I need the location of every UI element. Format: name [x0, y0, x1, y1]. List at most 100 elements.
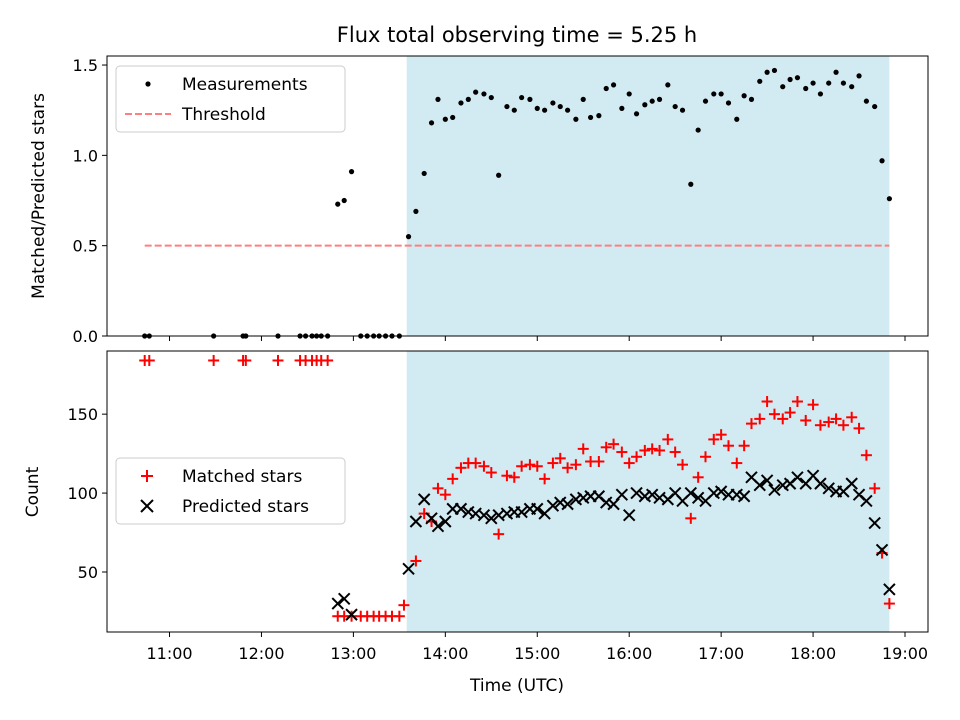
matched-star-point	[577, 443, 589, 455]
matched-star-point	[562, 462, 574, 474]
measurement-point	[504, 103, 510, 110]
predicted-star-point	[337, 592, 351, 606]
predicted-star-point	[477, 508, 491, 522]
matched-star-point	[398, 599, 410, 611]
matched-star-point	[432, 482, 444, 494]
matched-star-point	[768, 408, 780, 420]
measurement-point	[734, 116, 740, 122]
predicted-star-point	[753, 478, 766, 492]
measurement-point	[519, 94, 525, 101]
measurement-point	[672, 103, 678, 110]
count-x-ticks: 11:00 12:00 13:00 14:00 15:00 16:00 17:00 18:00…	[146, 632, 928, 663]
matched-star-point	[608, 438, 620, 450]
measurement-point	[688, 181, 694, 187]
measurement-point	[596, 113, 602, 119]
matched-star-point	[623, 457, 635, 469]
measurement-point	[442, 116, 448, 122]
predicted-star-point	[409, 515, 423, 528]
measurement-point	[780, 84, 786, 90]
predicted-star-point	[431, 520, 445, 533]
x-tick-label: 19:00	[882, 644, 928, 663]
ratio-y-ticks: 0.0 0.5 1.0 1.5	[73, 56, 107, 346]
matched-star-point	[554, 452, 566, 464]
measurement-point	[465, 96, 471, 102]
predicted-star-point	[714, 485, 728, 498]
measurement-point	[421, 170, 427, 177]
measurement-point	[496, 172, 502, 178]
measurement-point	[557, 103, 563, 110]
observing-window-shade	[406, 56, 890, 336]
y-tick-label: 50	[78, 563, 98, 582]
matched-star-point	[869, 482, 881, 494]
matched-star-point	[754, 413, 766, 425]
measurement-point	[679, 107, 686, 113]
predicted-star-point	[402, 562, 415, 576]
predicted-star-point	[707, 486, 720, 500]
measurement-point	[764, 69, 770, 75]
matched-star-point	[846, 411, 858, 423]
measurement-point	[826, 80, 832, 86]
predicted-star-point	[875, 543, 889, 557]
predicted-star-point	[768, 483, 781, 497]
measurement-point	[587, 114, 594, 121]
count-y-axis-label: Count	[23, 466, 43, 517]
measurement-point	[435, 96, 441, 102]
predicted-star-point	[691, 491, 705, 505]
predicted-star-point	[737, 490, 751, 503]
count-y-ticks: 50 100 150	[67, 405, 107, 582]
measurement-point	[656, 96, 663, 102]
legend-matched-marker	[141, 470, 153, 482]
matched-star-point	[570, 459, 582, 471]
matched-star-point	[600, 441, 612, 453]
ratio-legend: Measurements Threshold	[115, 65, 346, 133]
measurement-point	[413, 208, 419, 214]
measurement-point	[450, 114, 456, 121]
predicted-star-point	[814, 477, 827, 490]
count-marks	[139, 354, 896, 622]
matched-star-point	[791, 396, 803, 408]
x-axis-label: Time (UTC)	[469, 676, 564, 696]
measurement-point	[702, 98, 709, 104]
measurement-point	[849, 84, 855, 90]
matched-star-point	[639, 444, 651, 456]
predicted-star-point	[615, 488, 629, 501]
predicted-star-point	[868, 516, 881, 530]
predicted-star-point	[515, 505, 528, 519]
matched-star-point	[508, 471, 520, 483]
measurement-point	[833, 69, 839, 75]
matched-star-point	[531, 460, 543, 472]
measurement-point	[817, 91, 824, 97]
measurement-point	[610, 82, 617, 88]
measurement-point	[405, 234, 412, 240]
x-tick-label: 14:00	[422, 644, 468, 663]
measurement-point	[527, 96, 533, 102]
measurement-point	[711, 91, 717, 97]
measurement-point	[741, 93, 747, 99]
y-tick-label: 1.0	[73, 146, 98, 165]
predicted-star-point	[600, 496, 613, 509]
measurement-point	[573, 116, 579, 122]
matched-star-point	[853, 422, 865, 434]
matched-star-point	[272, 354, 284, 366]
matched-star-point	[700, 451, 712, 463]
predicted-star-point	[730, 488, 743, 501]
count-legend: Matched stars Predicted stars	[115, 457, 346, 525]
ratio-axes-frame	[106, 55, 929, 337]
x-tick-label: 13:00	[330, 644, 376, 663]
matched-star-point	[143, 354, 155, 366]
matched-star-point	[593, 456, 605, 468]
y-tick-label: 0.5	[73, 237, 98, 256]
matched-star-point	[837, 419, 849, 431]
matched-star-point	[685, 512, 697, 524]
ratio-y-axis-label: Matched/Predicted stars	[29, 93, 49, 299]
measurement-point	[633, 111, 640, 117]
legend-predicted-marker	[140, 499, 154, 513]
measurement-point	[458, 100, 464, 106]
y-tick-label: 1.5	[73, 56, 98, 75]
predicted-star-point	[485, 512, 498, 525]
measurement-point	[473, 89, 479, 95]
count-legend-label-predicted: Predicted stars	[182, 497, 309, 517]
measurement-point	[718, 91, 724, 97]
measurement-point	[341, 197, 347, 204]
